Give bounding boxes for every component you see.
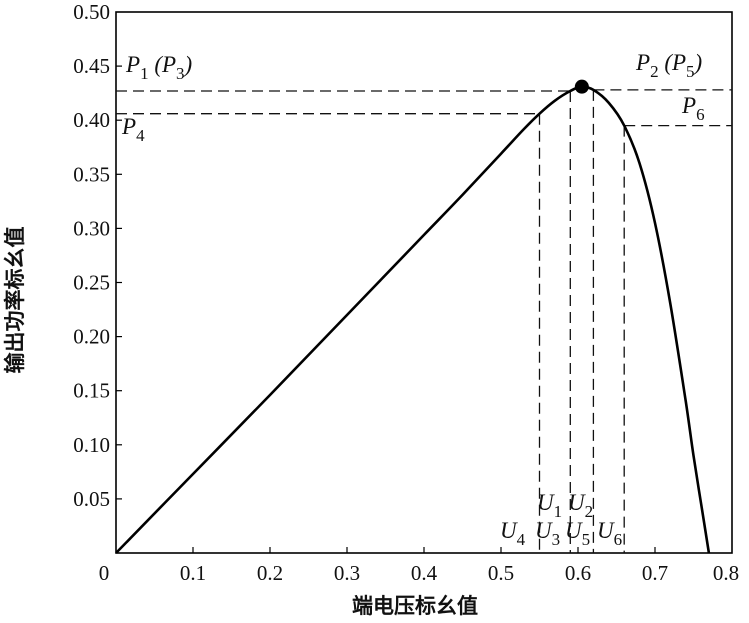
max-power-point [574,79,589,94]
annotation-p6: P6 [681,93,705,124]
reference-lines [116,89,732,553]
x-tick-label: 0.5 [488,561,514,585]
annotation-p1-p3: P1 (P3) [125,52,192,83]
annotation-u3: U3 [535,518,560,549]
x-tick-label: 0.8 [713,561,739,585]
annotation-u6: U6 [597,518,622,549]
axes: 0 0.1 0.2 0.3 0.4 0.5 0.6 0.7 0.8 0.05 0.10 0.15 0.2… [73,0,739,585]
series [115,79,711,554]
y-tick-label: 0.30 [73,216,110,240]
annotations: P1 (P3) P2 (P5) P4 P6 U1 U2 U4 U3 U5 U6 [121,50,705,549]
y-tick-label: 0.35 [73,162,110,186]
x-tick-label: 0.1 [180,561,206,585]
x-tick-label: 0.4 [411,561,438,585]
x-tick-label: 0 [99,561,110,585]
y-tick-label: 0.15 [73,379,110,403]
power-curve [115,85,711,554]
y-axis-title: 输出功率标幺值 [3,227,27,374]
annotation-p2-p5: P2 (P5) [635,50,702,81]
x-axis-title: 端电压标幺值 [352,594,478,618]
y-tick-label: 0.05 [73,487,110,511]
annotation-u4: U4 [500,518,526,549]
y-tick-label: 0.40 [73,108,110,132]
annotation-u1: U1 [537,490,562,521]
plot-frame [115,11,733,554]
x-tick-label: 0.2 [257,561,283,585]
x-tick-label: 0.3 [334,561,360,585]
y-tick-label: 0.20 [73,325,110,349]
y-tick-label: 0.10 [73,433,110,457]
y-tick-label: 0.50 [73,0,110,24]
y-tick-label: 0.45 [73,54,110,78]
annotation-u5: U5 [565,518,590,549]
y-tick-label: 0.25 [73,271,110,295]
x-tick-label: 0.6 [565,561,591,585]
annotation-p4: P4 [121,114,145,145]
annotation-u2: U2 [568,490,593,521]
x-tick-label: 0.7 [642,561,668,585]
